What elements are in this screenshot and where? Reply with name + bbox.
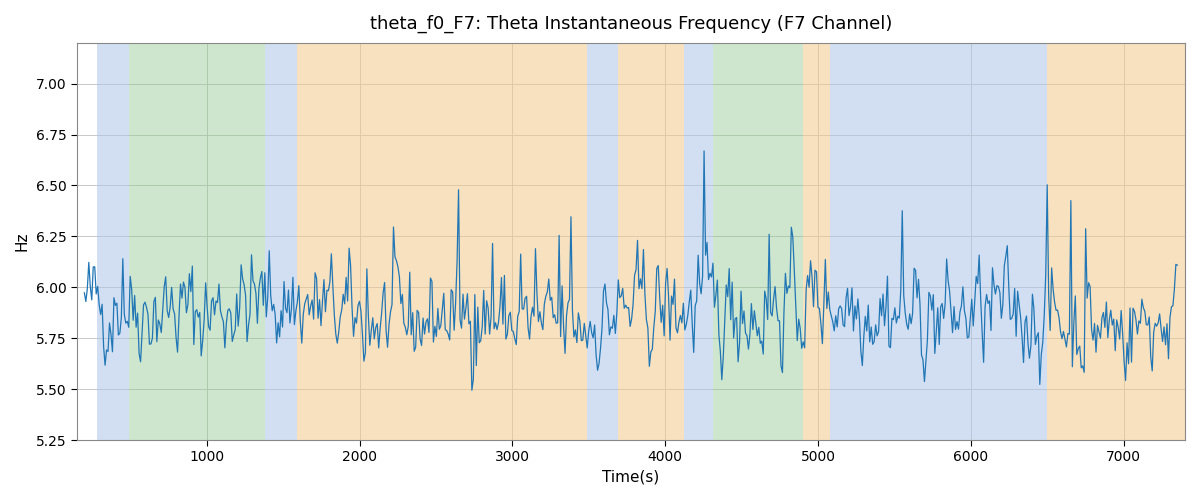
Bar	[803, 43, 830, 440]
Bar	[96, 43, 128, 440]
Bar	[860, 43, 1048, 440]
Bar	[265, 43, 296, 440]
Bar	[1048, 43, 1186, 440]
Bar	[618, 43, 684, 440]
Bar	[830, 43, 860, 440]
Bar	[587, 43, 618, 440]
Title: theta_f0_F7: Theta Instantaneous Frequency (F7 Channel): theta_f0_F7: Theta Instantaneous Frequen…	[370, 15, 892, 34]
X-axis label: Time(s): Time(s)	[602, 470, 660, 485]
Bar	[684, 43, 713, 440]
Y-axis label: Hz: Hz	[14, 232, 30, 251]
Bar	[296, 43, 587, 440]
Bar	[713, 43, 803, 440]
Bar	[128, 43, 265, 440]
